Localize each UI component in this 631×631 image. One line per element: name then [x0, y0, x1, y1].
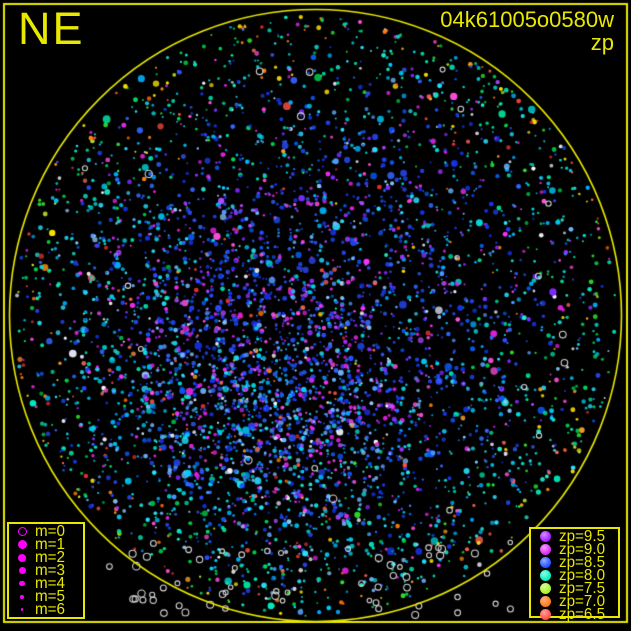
legend-label: zp=8.5 [559, 554, 606, 571]
magnitude-marker-icon [9, 594, 35, 599]
plot-title: 04k61005o0580w [440, 7, 614, 32]
magnitude-marker-icon [20, 594, 24, 599]
legend-item: m=6 [9, 601, 83, 618]
magnitude-marker-icon [9, 580, 35, 587]
zp-color-marker-icon [539, 531, 551, 542]
zp-color-marker-icon [531, 557, 559, 568]
legend-item: m=2 [9, 549, 83, 566]
zp-color-marker-icon [531, 583, 559, 594]
legend-item: zp=8.0 [531, 567, 618, 584]
legend-label: zp=8.0 [559, 567, 606, 584]
legend-item: m=1 [9, 536, 83, 553]
legend-item: m=3 [9, 562, 83, 579]
legend-item: zp=9.0 [531, 541, 618, 558]
zp-color-marker-icon [531, 531, 559, 542]
legend-item: zp=7.5 [531, 580, 618, 597]
zp-color-marker-icon [539, 557, 551, 568]
magnitude-marker-icon [17, 527, 27, 536]
zp-color-marker-icon [531, 596, 559, 607]
legend-label: zp=9.5 [559, 528, 606, 545]
legend-item: zp=7.0 [531, 593, 618, 610]
legend-label: zp=7.0 [559, 593, 606, 610]
legend-label: zp=6.5 [559, 606, 606, 623]
zp-color-marker-icon [531, 570, 559, 581]
legend-item: m=5 [9, 588, 83, 605]
zp-color-marker-icon [539, 570, 551, 581]
legend-label: m=4 [35, 575, 65, 592]
zp-color-marker-icon [539, 544, 551, 555]
legend-item: zp=8.5 [531, 554, 618, 571]
magnitude-marker-icon [9, 540, 35, 549]
legend-label: m=6 [35, 601, 65, 618]
legend-item: m=0 [9, 523, 83, 540]
magnitude-marker-icon [9, 567, 35, 574]
zp-color-marker-icon [531, 609, 559, 620]
legend-label: m=2 [35, 549, 65, 566]
magnitude-marker-icon [9, 527, 35, 536]
zp-legend: zp=9.5 zp=9.0 zp=8.5 zp=8.0 zp=7.5 zp=7.0 zp=6… [529, 527, 620, 623]
legend-label: zp=9.0 [559, 541, 606, 558]
magnitude-marker-icon [20, 608, 24, 611]
zp-color-marker-icon [531, 544, 559, 555]
legend-label: m=3 [35, 562, 65, 579]
magnitude-marker-icon [18, 567, 26, 574]
zp-color-marker-icon [539, 609, 551, 620]
field-corner-label: NE [18, 3, 85, 54]
legend-label: m=5 [35, 588, 65, 605]
legend-item: m=4 [9, 575, 83, 592]
zp-color-marker-icon [539, 583, 551, 594]
magnitude-marker-icon [19, 580, 25, 587]
magnitude-marker-icon [18, 553, 26, 562]
legend-label: m=1 [35, 536, 65, 553]
legend-label: m=0 [35, 523, 65, 540]
magnitude-marker-icon [17, 540, 27, 549]
legend-label: zp=7.5 [559, 580, 606, 597]
magnitude-legend: m=0 m=1 m=2 m=3 m=4 m=5 m=6 [7, 522, 85, 619]
colorbar-label: zp [590, 30, 614, 55]
zp-color-marker-icon [539, 596, 551, 607]
title-block: 04k61005o0580w zp [440, 9, 614, 54]
legend-item: zp=6.5 [531, 606, 618, 623]
magnitude-marker-icon [9, 553, 35, 562]
legend-item: zp=9.5 [531, 528, 618, 545]
magnitude-marker-icon [9, 608, 35, 611]
